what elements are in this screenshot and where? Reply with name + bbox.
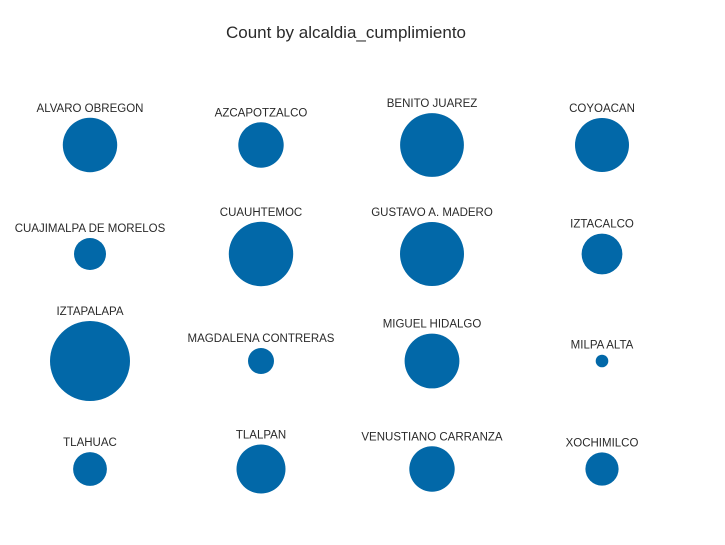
bubble-iztacalco[interactable] bbox=[581, 233, 623, 275]
bubble-label-alvaro-obregon: ALVARO OBREGON bbox=[37, 103, 144, 115]
bubble-benito-juarez[interactable] bbox=[400, 113, 464, 177]
bubble-azcapotzalco[interactable] bbox=[238, 122, 284, 168]
bubble-magdalena-contreras[interactable] bbox=[248, 348, 274, 374]
bubble-label-milpa-alta: MILPA ALTA bbox=[571, 340, 634, 352]
bubble-label-venustiano-carranza: VENUSTIANO CARRANZA bbox=[361, 431, 503, 443]
bubble-cuajimalpa-de-morelos[interactable] bbox=[74, 238, 106, 270]
bubble-gustavo-a-madero[interactable] bbox=[400, 222, 464, 286]
bubble-miguel-hidalgo[interactable] bbox=[404, 333, 460, 389]
bubble-label-iztapalapa: IZTAPALAPA bbox=[56, 306, 123, 318]
bubble-label-cuajimalpa-de-morelos: CUAJIMALPA DE MORELOS bbox=[15, 223, 166, 235]
bubble-label-tlahuac: TLAHUAC bbox=[63, 437, 117, 449]
bubble-label-benito-juarez: BENITO JUAREZ bbox=[387, 98, 478, 110]
bubble-label-gustavo-a-madero: GUSTAVO A. MADERO bbox=[371, 207, 493, 219]
bubble-label-iztacalco: IZTACALCO bbox=[570, 219, 634, 231]
bubble-coyoacan[interactable] bbox=[575, 118, 629, 172]
bubble-label-azcapotzalco: AZCAPOTZALCO bbox=[215, 107, 308, 119]
bubble-xochimilco[interactable] bbox=[585, 452, 619, 486]
bubble-iztapalapa[interactable] bbox=[50, 321, 130, 401]
bubble-tlalpan[interactable] bbox=[236, 444, 286, 494]
bubble-label-tlalpan: TLALPAN bbox=[236, 430, 286, 442]
chart-title: Count by alcaldia_cumplimiento bbox=[226, 23, 466, 42]
bubble-tlahuac[interactable] bbox=[73, 452, 107, 486]
bubble-venustiano-carranza[interactable] bbox=[409, 446, 455, 492]
bubble-alvaro-obregon[interactable] bbox=[62, 117, 118, 173]
bubble-label-cuauhtemoc: CUAUHTEMOC bbox=[220, 207, 302, 219]
bubble-layer: ALVARO OBREGON AZCAPOTZALCO BENITO JUAREZ C… bbox=[15, 98, 639, 494]
bubble-label-magdalena-contreras: MAGDALENA CONTRERAS bbox=[188, 333, 335, 345]
bubble-label-miguel-hidalgo: MIGUEL HIDALGO bbox=[383, 319, 482, 331]
bubble-cuauhtemoc[interactable] bbox=[228, 221, 294, 287]
bubble-milpa-alta[interactable] bbox=[595, 354, 609, 368]
bubble-label-coyoacan: COYOACAN bbox=[569, 103, 635, 115]
bubble-label-xochimilco: XOCHIMILCO bbox=[566, 437, 639, 449]
